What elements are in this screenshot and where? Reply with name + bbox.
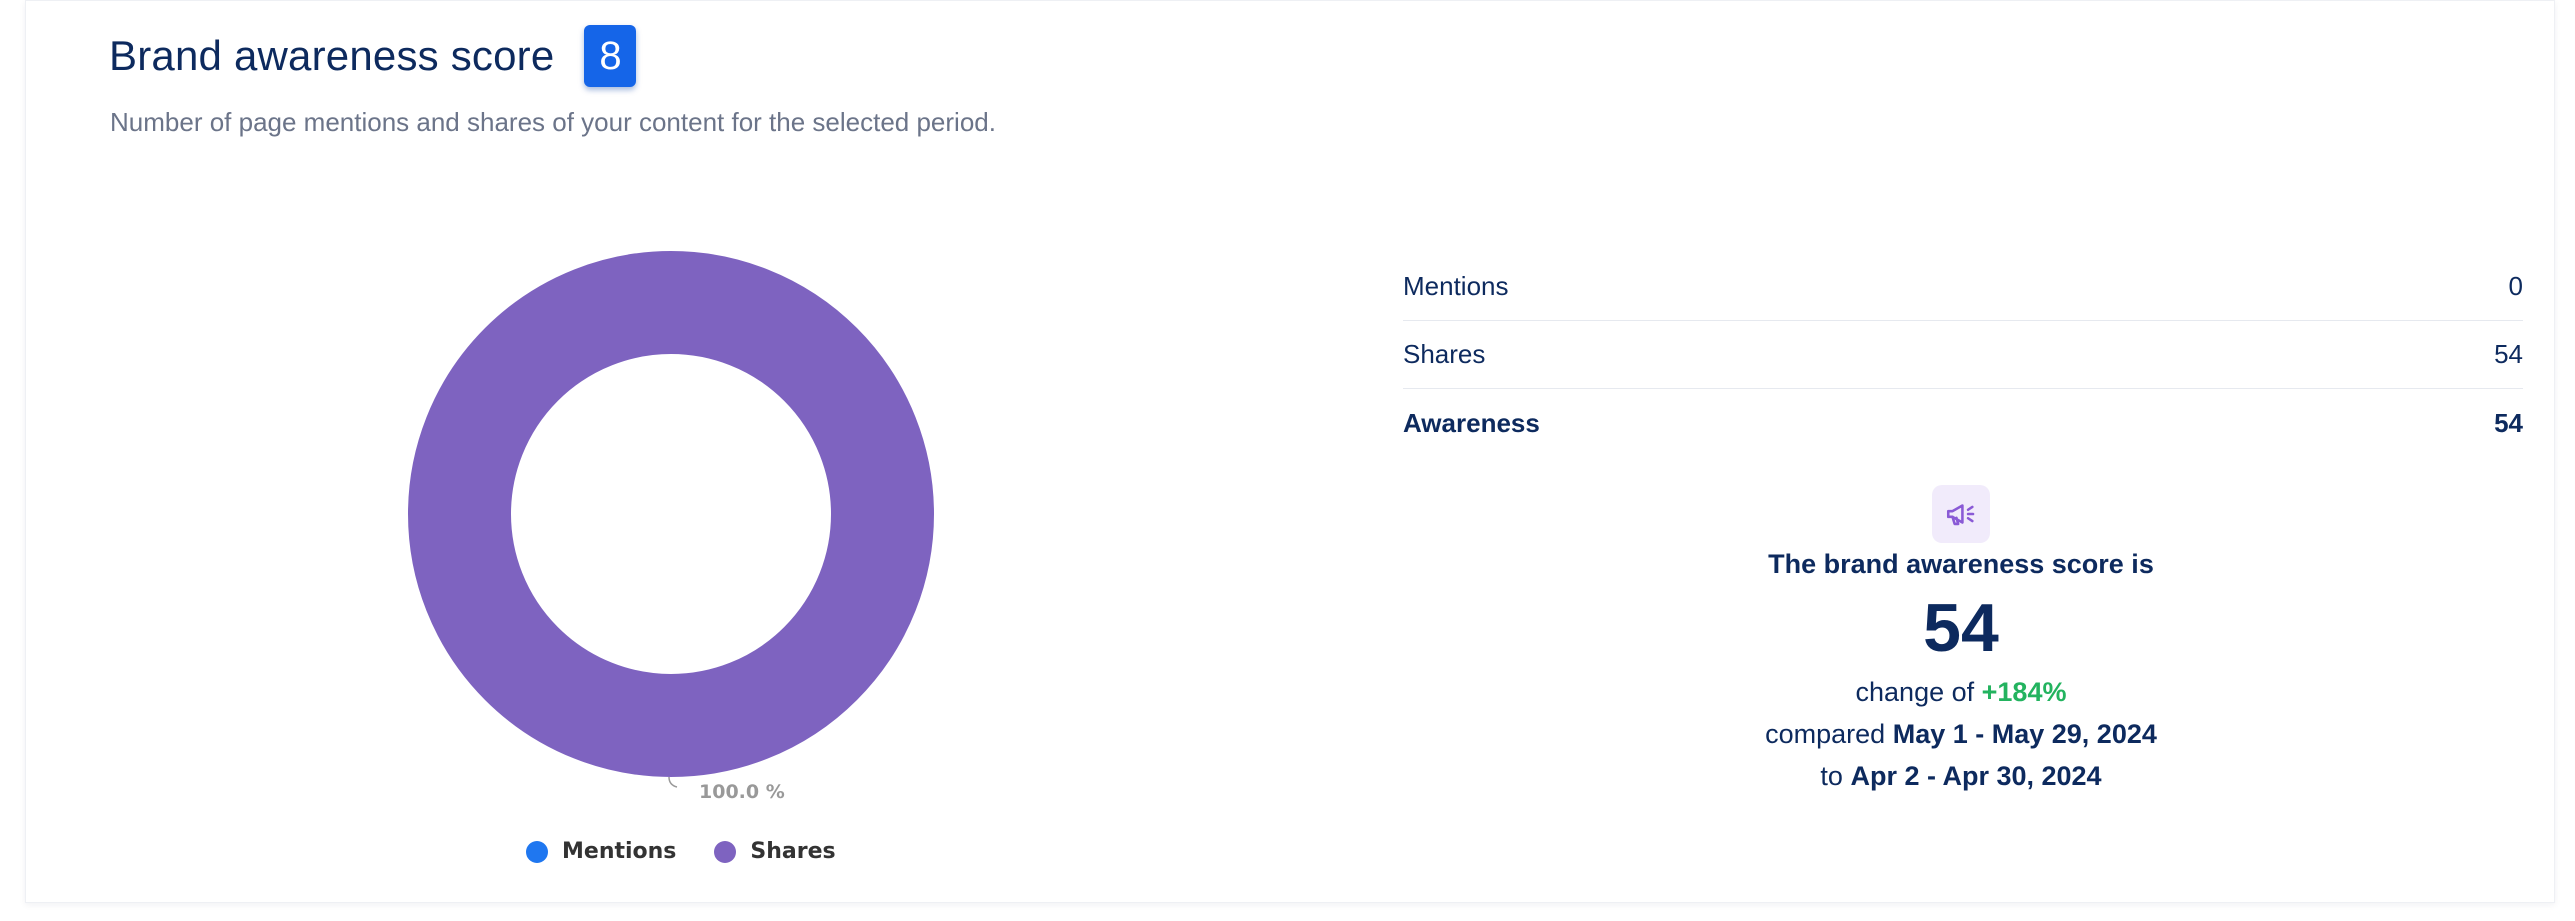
stat-label: Mentions (1403, 271, 1509, 301)
pie-slice-shares[interactable] (408, 251, 934, 777)
legend-label: Shares (750, 839, 836, 864)
stat-row-awareness: Awareness 54 (1403, 389, 2523, 457)
previous-line: to Apr 2 - Apr 30, 2024 (1661, 758, 2261, 794)
megaphone-icon (1932, 485, 1990, 543)
stat-row-shares: Shares 54 (1403, 321, 2523, 389)
data-label-connector (668, 776, 678, 788)
step-badge: 8 (584, 25, 637, 87)
legend-dot (526, 840, 548, 863)
data-label: 100.0 % (699, 781, 785, 803)
legend-label: Mentions (562, 839, 677, 864)
legend-item-mentions[interactable]: Mentions (526, 839, 676, 864)
compared-line: compared May 1 - May 29, 2024 (1661, 716, 2261, 752)
previous-period: Apr 2 - Apr 30, 2024 (1850, 761, 2102, 791)
current-period: May 1 - May 29, 2024 (1892, 719, 2157, 749)
change-prefix: change of (1855, 677, 1975, 707)
legend-item-shares[interactable]: Shares (714, 839, 836, 864)
legend-dot (714, 840, 737, 863)
chart-legend: Mentions Shares (526, 839, 874, 864)
score-summary: The brand awareness score is 54 change o… (1661, 485, 2261, 794)
change-line: change of +184% (1661, 674, 2261, 710)
score-value: 54 (1923, 590, 1999, 666)
stat-total-label: Awareness (1403, 407, 1540, 438)
change-value: +184% (1981, 677, 2067, 707)
stat-value: 54 (2494, 339, 2523, 369)
score-label: The brand awareness score is (1768, 549, 2154, 579)
donut-chart: 100.0 % (386, 231, 956, 831)
stat-total-value: 54 (2494, 407, 2523, 438)
card-subtitle: Number of page mentions and shares of yo… (110, 107, 996, 137)
to-prefix: to (1820, 761, 1843, 791)
brand-awareness-card: Brand awareness score 8 Number of page m… (25, 0, 2555, 903)
stats-table: Mentions 0 Shares 54 Awareness 54 (1403, 253, 2523, 457)
stat-label: Shares (1403, 339, 1486, 369)
donut-chart-svg: 100.0 % (408, 251, 934, 803)
stat-value: 0 (2508, 271, 2523, 301)
page-title: Brand awareness score (109, 32, 555, 79)
stat-row-mentions: Mentions 0 (1403, 253, 2523, 321)
card-header: Brand awareness score 8 (109, 25, 637, 87)
compared-prefix: compared (1765, 719, 1886, 749)
